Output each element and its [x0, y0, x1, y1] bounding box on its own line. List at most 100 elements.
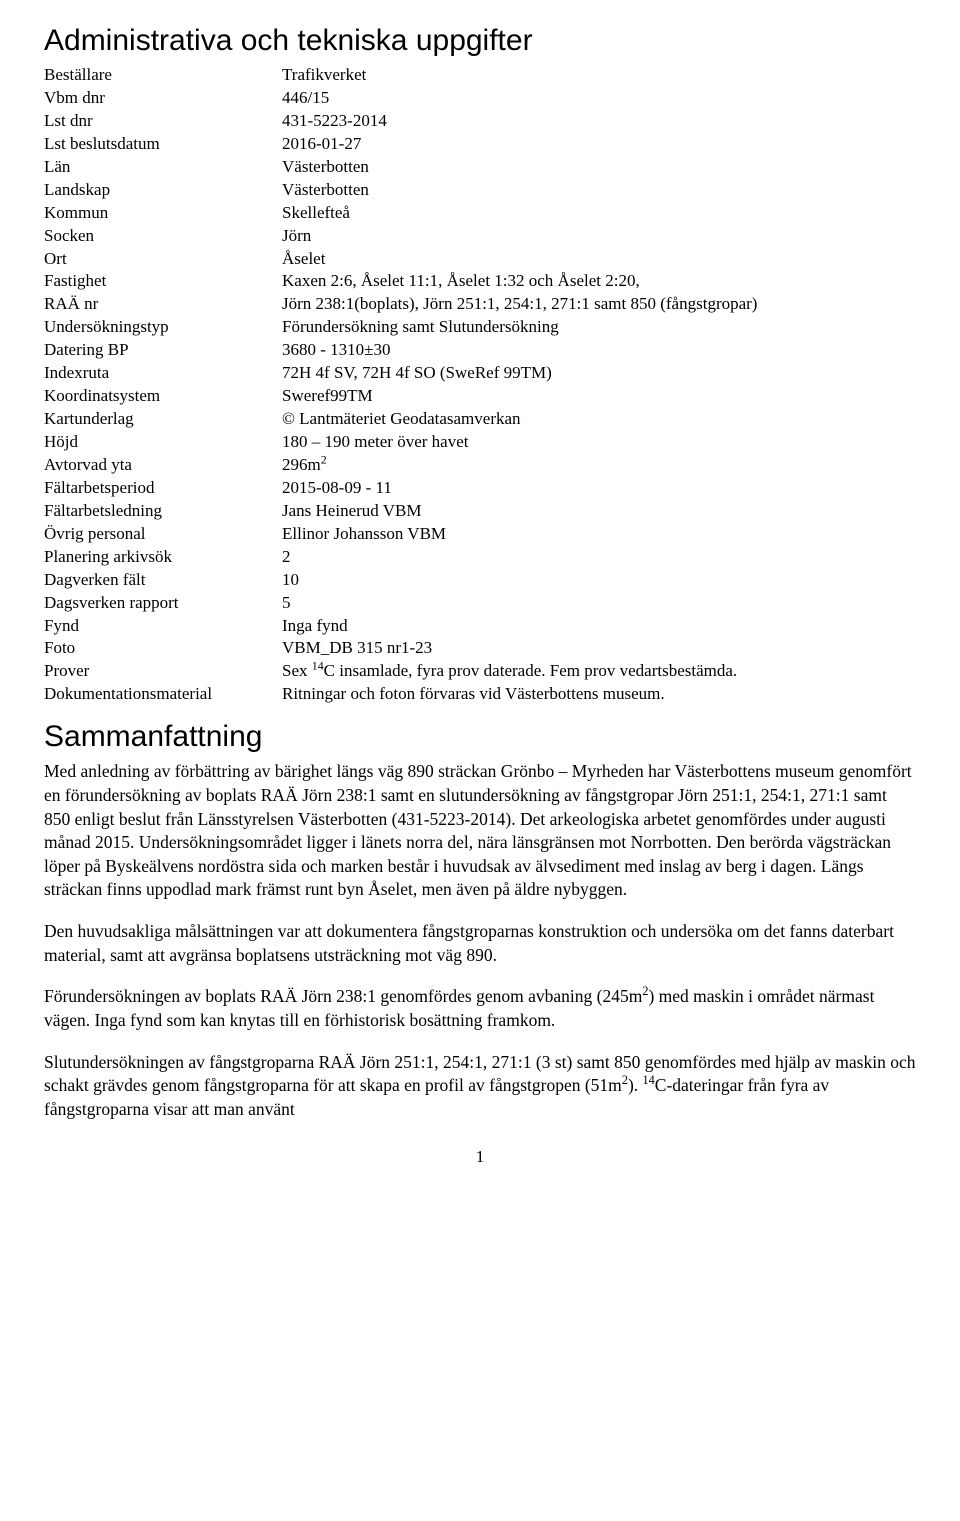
- table-key: Kartunderlag: [44, 408, 282, 431]
- table-row: Dagverken fält10: [44, 569, 916, 592]
- table-key: Lst dnr: [44, 110, 282, 133]
- table-value: 10: [282, 569, 916, 592]
- summary-para-4-mid: ).: [628, 1075, 643, 1095]
- table-row: FastighetKaxen 2:6, Åselet 11:1, Åselet …: [44, 270, 916, 293]
- table-key: RAÄ nr: [44, 293, 282, 316]
- table-row: Lst dnr431-5223-2014: [44, 110, 916, 133]
- table-value: Västerbotten: [282, 156, 916, 179]
- table-value: 180 – 190 meter över havet: [282, 431, 916, 454]
- table-key: Dagverken fält: [44, 569, 282, 592]
- table-key: Fastighet: [44, 270, 282, 293]
- table-row: DokumentationsmaterialRitningar och foto…: [44, 683, 916, 706]
- table-key: Indexruta: [44, 362, 282, 385]
- table-key: Vbm dnr: [44, 87, 282, 110]
- table-row: OrtÅselet: [44, 248, 916, 271]
- table-row: FotoVBM_DB 315 nr1-23: [44, 637, 916, 660]
- table-key: Planering arkivsök: [44, 546, 282, 569]
- table-value: Ritningar och foton förvaras vid Västerb…: [282, 683, 916, 706]
- table-row: LänVästerbotten: [44, 156, 916, 179]
- table-value: Jans Heinerud VBM: [282, 500, 916, 523]
- table-row: Lst beslutsdatum2016-01-27: [44, 133, 916, 156]
- table-value: Åselet: [282, 248, 916, 271]
- table-key: Koordinatsystem: [44, 385, 282, 408]
- summary-para-3-pre: Förundersökningen av boplats RAÄ Jörn 23…: [44, 986, 642, 1006]
- table-value: Förundersökning samt Slutundersökning: [282, 316, 916, 339]
- table-value: 72H 4f SV, 72H 4f SO (SweRef 99TM): [282, 362, 916, 385]
- table-row: Datering BP3680 - 1310±30: [44, 339, 916, 362]
- superscript: 14: [312, 659, 324, 673]
- table-row: Övrig personalEllinor Johansson VBM: [44, 523, 916, 546]
- table-value-pre: 296m: [282, 455, 321, 474]
- table-key: Fältarbetsperiod: [44, 477, 282, 500]
- table-key: Ort: [44, 248, 282, 271]
- table-row: RAÄ nrJörn 238:1(boplats), Jörn 251:1, 2…: [44, 293, 916, 316]
- table-value: Jörn: [282, 225, 916, 248]
- table-value: Sweref99TM: [282, 385, 916, 408]
- table-value: Skellefteå: [282, 202, 916, 225]
- table-value: 2015-08-09 - 11: [282, 477, 916, 500]
- table-row: Kartunderlag© Lantmäteriet Geodatasamver…: [44, 408, 916, 431]
- table-value: 3680 - 1310±30: [282, 339, 916, 362]
- table-value: 446/15: [282, 87, 916, 110]
- table-row: ProverSex 14C insamlade, fyra prov dater…: [44, 660, 916, 683]
- table-key: Län: [44, 156, 282, 179]
- table-row: LandskapVästerbotten: [44, 179, 916, 202]
- table-key: Kommun: [44, 202, 282, 225]
- summary-para-4: Slutundersökningen av fångstgroparna RAÄ…: [44, 1051, 916, 1122]
- superscript-14c: 14: [643, 1073, 655, 1087]
- table-value: Trafikverket: [282, 64, 916, 87]
- table-value: Kaxen 2:6, Åselet 11:1, Åselet 1:32 och …: [282, 270, 916, 293]
- table-value: 431-5223-2014: [282, 110, 916, 133]
- table-key: Socken: [44, 225, 282, 248]
- table-value: 296m2: [282, 454, 916, 477]
- table-value: Ellinor Johansson VBM: [282, 523, 916, 546]
- summary-heading: Sammanfattning: [44, 720, 916, 754]
- table-value: 2: [282, 546, 916, 569]
- table-value: VBM_DB 315 nr1-23: [282, 637, 916, 660]
- summary-para-3: Förundersökningen av boplats RAÄ Jörn 23…: [44, 985, 916, 1032]
- table-key: Beställare: [44, 64, 282, 87]
- table-key: Höjd: [44, 431, 282, 454]
- page-number: 1: [44, 1147, 916, 1167]
- table-key: Övrig personal: [44, 523, 282, 546]
- table-row: FältarbetsledningJans Heinerud VBM: [44, 500, 916, 523]
- summary-para-1: Med anledning av förbättring av bärighet…: [44, 760, 916, 902]
- table-key: Landskap: [44, 179, 282, 202]
- table-row: Dagsverken rapport5: [44, 592, 916, 615]
- table-value: 2016-01-27: [282, 133, 916, 156]
- table-row: FyndInga fynd: [44, 615, 916, 638]
- table-key: Prover: [44, 660, 282, 683]
- table-key: Avtorvad yta: [44, 454, 282, 477]
- table-key: Dokumentationsmaterial: [44, 683, 282, 706]
- table-row: UndersökningstypFörundersökning samt Slu…: [44, 316, 916, 339]
- superscript: 2: [321, 452, 327, 466]
- table-value: Sex 14C insamlade, fyra prov daterade. F…: [282, 660, 916, 683]
- table-value-pre: Sex: [282, 661, 312, 680]
- table-value: Västerbotten: [282, 179, 916, 202]
- table-key: Undersökningstyp: [44, 316, 282, 339]
- table-key: Lst beslutsdatum: [44, 133, 282, 156]
- table-row: KoordinatsystemSweref99TM: [44, 385, 916, 408]
- table-row: Indexruta72H 4f SV, 72H 4f SO (SweRef 99…: [44, 362, 916, 385]
- admin-table: BeställareTrafikverketVbm dnr446/15Lst d…: [44, 64, 916, 706]
- table-row: BeställareTrafikverket: [44, 64, 916, 87]
- table-key: Fynd: [44, 615, 282, 638]
- table-row: SockenJörn: [44, 225, 916, 248]
- table-key: Foto: [44, 637, 282, 660]
- table-value-post: C insamlade, fyra prov daterade. Fem pro…: [324, 661, 738, 680]
- table-row: Fältarbetsperiod2015-08-09 - 11: [44, 477, 916, 500]
- table-key: Datering BP: [44, 339, 282, 362]
- table-value: © Lantmäteriet Geodatasamverkan: [282, 408, 916, 431]
- admin-heading: Administrativa och tekniska uppgifter: [44, 24, 916, 58]
- table-key: Fältarbetsledning: [44, 500, 282, 523]
- table-row: Höjd180 – 190 meter över havet: [44, 431, 916, 454]
- table-row: KommunSkellefteå: [44, 202, 916, 225]
- summary-para-2: Den huvudsakliga målsättningen var att d…: [44, 920, 916, 967]
- table-row: Vbm dnr446/15: [44, 87, 916, 110]
- table-value: Jörn 238:1(boplats), Jörn 251:1, 254:1, …: [282, 293, 916, 316]
- table-value: Inga fynd: [282, 615, 916, 638]
- table-key: Dagsverken rapport: [44, 592, 282, 615]
- table-row: Planering arkivsök2: [44, 546, 916, 569]
- table-row: Avtorvad yta296m2: [44, 454, 916, 477]
- table-value: 5: [282, 592, 916, 615]
